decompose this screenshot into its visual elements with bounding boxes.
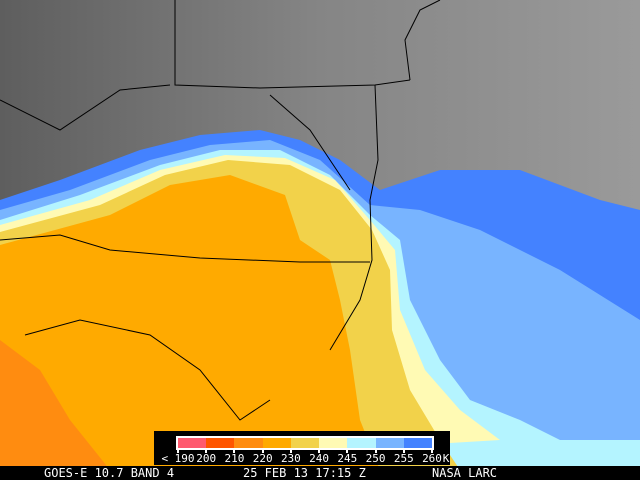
colorbar-segment [375,438,404,448]
colorbar-segment [206,438,235,448]
colorbar-tick-label: 230 [280,452,301,465]
datetime-label: 25 FEB 13 17:15 Z [243,466,366,480]
colorbar-tick [318,448,321,453]
colorbar-unit: K [442,452,450,465]
colorbar [176,436,434,450]
footer-bar: GOES-E 10.7 BAND 4 25 FEB 13 17:15 Z NAS… [0,466,640,480]
colorbar-tick-label: 260 [422,452,442,465]
colorbar-tick-label: 200 [196,452,217,465]
cloud-band-210 [0,340,110,470]
colorbar-tick-label: 210 [224,452,245,465]
colorbar-tick-label: 240 [309,452,330,465]
colorbar-tick [431,448,433,453]
colorbar-tick [205,448,208,453]
state-boundaries [0,0,441,421]
colorbar-segment [290,438,320,448]
colorbar-segment [234,438,263,448]
cloud-band-220 [0,175,380,470]
colorbar-legend: < 190 200 210 220 230 240 245 250 255 260 K [154,431,450,465]
colorbar-segment [403,438,432,448]
colorbar-segment [319,438,348,448]
colorbar-tick-label: < 190 [161,452,195,465]
colorbar-segment [178,438,207,448]
colorbar-segment [262,438,291,448]
colorbar-tick-label: 255 [393,452,414,465]
colorbar-tick [261,448,264,453]
colorbar-tick-label: 250 [365,452,386,465]
colorbar-tick [233,448,236,453]
colorbar-segment [347,438,376,448]
source-label: NASA LARC [432,466,498,480]
colorbar-tick [374,448,377,453]
colorbar-tick-label: 220 [252,452,273,465]
colorbar-tick [289,448,292,453]
colorbar-tick [402,448,405,453]
colorbar-tick-label: 245 [337,452,358,465]
satellite-label: GOES-E 10.7 BAND 4 [44,466,175,480]
colorbar-tick [177,448,179,453]
colorbar-tick [346,448,349,453]
